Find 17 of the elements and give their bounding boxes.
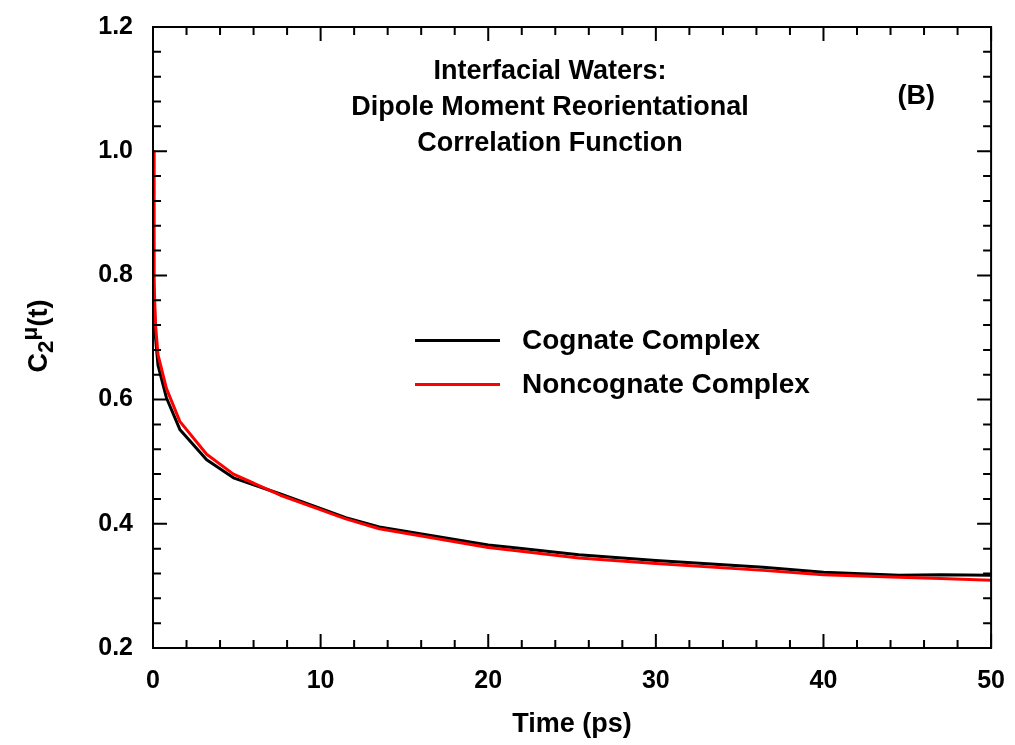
x-tick-label: 0 [146,664,160,693]
x-tick-label: 50 [977,664,1005,693]
y-tick-label: 0.4 [98,507,134,536]
x-axis-title: Time (ps) [512,708,632,739]
legend-label: Cognate Complex [522,324,761,356]
y-tick-label: 0.6 [98,383,133,412]
y-tick-label: 1.0 [98,135,133,164]
legend-label: Noncognate Complex [522,368,810,400]
y-tick-label: 0.8 [98,259,134,288]
annotation: (B) [897,80,935,111]
x-tick-label: 10 [306,664,335,693]
text: Interfacial Waters: Dipole Moment Reorientational Correlation Function [350,54,750,159]
y-tick-label: 1.2 [98,10,133,39]
y-tick-label: 0.2 [98,631,133,660]
x-tick-label: 40 [809,664,838,693]
x-tick-label: 20 [474,664,503,693]
x-tick-label: 30 [641,664,670,693]
